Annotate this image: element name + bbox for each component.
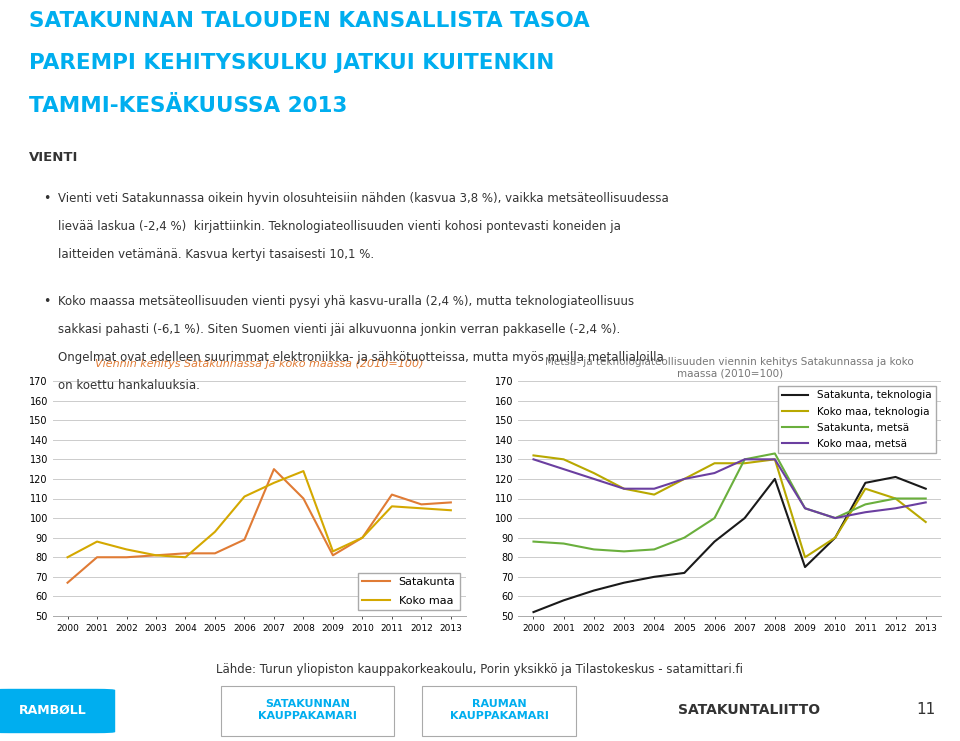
Koko maa <box>180 553 191 562</box>
Text: PAREMPI KEHITYSKULKU JATKUI KUITENKIN: PAREMPI KEHITYSKULKU JATKUI KUITENKIN <box>29 53 554 73</box>
Text: lievää laskua (-2,4 %)  kirjattiinkin. Teknologiateollisuuden vienti kohosi pont: lievää laskua (-2,4 %) kirjattiinkin. Te… <box>58 220 620 233</box>
Koko maa <box>91 537 103 546</box>
Line: Koko maa: Koko maa <box>67 471 451 557</box>
Text: sakkasi pahasti (-6,1 %). Siten Suomen vienti jäi alkuvuonna jonkin verran pakka: sakkasi pahasti (-6,1 %). Siten Suomen v… <box>58 323 620 336</box>
Koko maa <box>121 545 132 554</box>
Satakunta <box>356 534 368 542</box>
Text: •: • <box>43 295 51 308</box>
Text: RAMBØLL: RAMBØLL <box>19 703 86 717</box>
Text: Vienti veti Satakunnassa oikein hyvin olosuhteisiin nähden (kasvua 3,8 %), vaikk: Vienti veti Satakunnassa oikein hyvin ol… <box>58 192 668 205</box>
FancyBboxPatch shape <box>0 689 115 733</box>
Text: VIENTI: VIENTI <box>29 151 78 165</box>
Satakunta <box>61 578 73 587</box>
Koko maa <box>386 502 397 511</box>
Satakunta <box>150 551 161 559</box>
Satakunta <box>209 549 221 558</box>
Text: laitteiden vetämänä. Kasvua kertyi tasaisesti 10,1 %.: laitteiden vetämänä. Kasvua kertyi tasai… <box>58 248 373 262</box>
Koko maa <box>239 492 251 501</box>
Koko maa <box>298 467 309 476</box>
Text: Koko maassa metsäteollisuuden vienti pysyi yhä kasvu-uralla (2,4 %), mutta tekno: Koko maassa metsäteollisuuden vienti pys… <box>58 295 634 308</box>
Satakunta <box>180 549 191 558</box>
Line: Satakunta: Satakunta <box>67 469 451 582</box>
Satakunta <box>268 465 279 473</box>
Text: 11: 11 <box>917 702 936 717</box>
Text: RAUMAN
KAUPPAKAMARI: RAUMAN KAUPPAKAMARI <box>450 699 548 721</box>
Legend: Satakunta, teknologia, Koko maa, teknologia, Satakunta, metsä, Koko maa, metsä: Satakunta, teknologia, Koko maa, teknolo… <box>779 386 936 453</box>
Satakunta <box>386 490 397 499</box>
Text: •: • <box>43 192 51 205</box>
Legend: Satakunta, Koko maa: Satakunta, Koko maa <box>358 573 460 611</box>
Text: SATAKUNNAN
KAUPPAKAMARI: SATAKUNNAN KAUPPAKAMARI <box>258 699 356 721</box>
Satakunta <box>445 498 457 507</box>
Satakunta <box>327 551 339 559</box>
FancyBboxPatch shape <box>221 686 394 737</box>
Text: Lähde: Turun yliopiston kauppakorkeakoulu, Porin yksikkö ja Tilastokeskus - sata: Lähde: Turun yliopiston kauppakorkeakoul… <box>217 663 743 676</box>
Text: Ongelmat ovat edelleen suurimmat elektroniikka- ja sähkötuotteissa, mutta myös m: Ongelmat ovat edelleen suurimmat elektro… <box>58 351 663 365</box>
Koko maa <box>327 547 339 556</box>
Text: on koettu hankaluuksia.: on koettu hankaluuksia. <box>58 379 200 393</box>
Satakunta <box>121 553 132 562</box>
Koko maa <box>150 551 161 559</box>
FancyBboxPatch shape <box>422 686 576 737</box>
Koko maa <box>209 528 221 536</box>
Satakunta <box>239 535 251 544</box>
Koko maa <box>268 479 279 488</box>
Satakunta <box>298 494 309 503</box>
Text: Viennin kehitys Satakunnassa ja koko maassa (2010=100): Viennin kehitys Satakunnassa ja koko maa… <box>95 359 423 369</box>
Koko maa <box>356 534 368 542</box>
Koko maa <box>61 553 73 562</box>
Satakunta <box>91 553 103 562</box>
Text: SATAKUNTALIITTO: SATAKUNTALIITTO <box>678 702 820 717</box>
Satakunta <box>416 500 427 509</box>
Text: SATAKUNNAN TALOUDEN KANSALLISTA TASOA: SATAKUNNAN TALOUDEN KANSALLISTA TASOA <box>29 11 589 31</box>
Text: TAMMI-KESÄKUUSSA 2013: TAMMI-KESÄKUUSSA 2013 <box>29 96 348 116</box>
Koko maa <box>445 506 457 515</box>
Koko maa <box>416 504 427 513</box>
Text: Metsä- ja teknologiateollisuuden viennin kehitys Satakunnassa ja koko
maassa (20: Metsä- ja teknologiateollisuuden viennin… <box>545 356 914 379</box>
